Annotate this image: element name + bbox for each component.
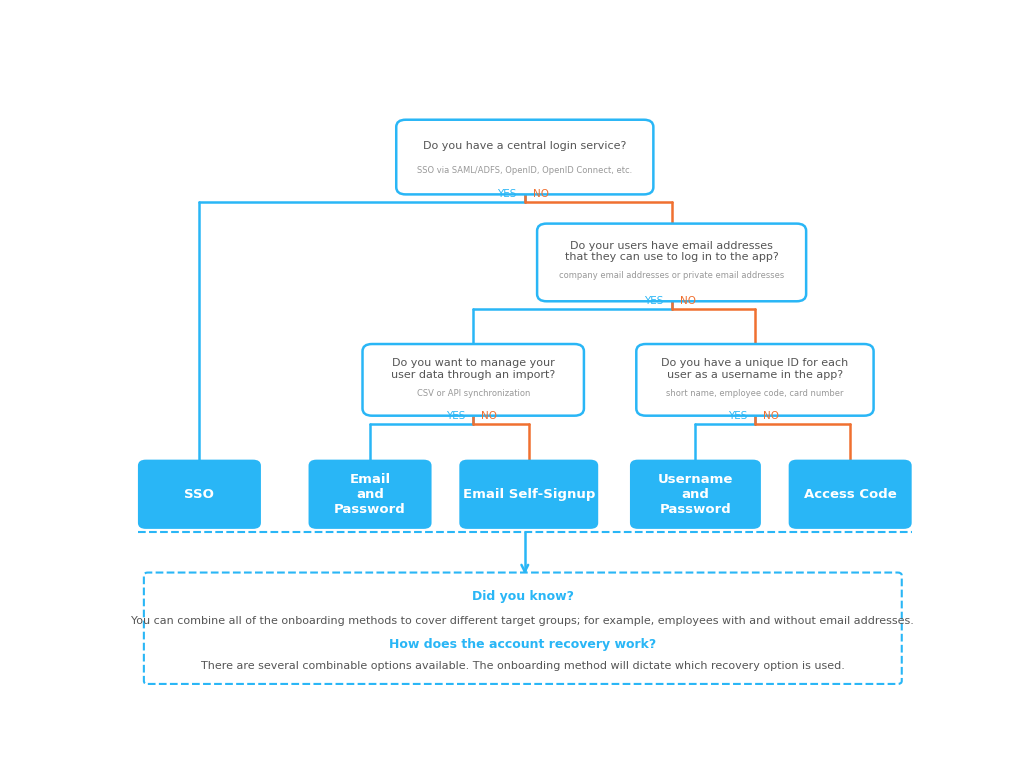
FancyBboxPatch shape (396, 120, 653, 195)
Text: YES: YES (728, 411, 748, 421)
Text: CSV or API synchronization: CSV or API synchronization (417, 389, 529, 397)
Text: NO: NO (763, 411, 779, 421)
FancyBboxPatch shape (143, 572, 902, 684)
FancyBboxPatch shape (308, 460, 431, 529)
Text: Username
and
Password: Username and Password (657, 473, 733, 516)
FancyBboxPatch shape (460, 460, 598, 529)
Text: Do you have a central login service?: Do you have a central login service? (423, 142, 627, 151)
Text: Do you have a unique ID for each
user as a username in the app?: Do you have a unique ID for each user as… (662, 358, 849, 380)
Text: NO: NO (680, 296, 695, 306)
FancyBboxPatch shape (630, 460, 761, 529)
Text: Email
and
Password: Email and Password (334, 473, 406, 516)
Text: YES: YES (644, 296, 664, 306)
FancyBboxPatch shape (636, 344, 873, 416)
Text: SSO via SAML/ADFS, OpenID, OpenID Connect, etc.: SSO via SAML/ADFS, OpenID, OpenID Connec… (417, 166, 633, 175)
Text: company email addresses or private email addresses: company email addresses or private email… (559, 271, 784, 280)
Text: Access Code: Access Code (804, 488, 897, 500)
FancyBboxPatch shape (538, 224, 806, 301)
Text: YES: YES (498, 189, 517, 199)
Text: Did you know?: Did you know? (472, 590, 573, 603)
Text: Do you want to manage your
user data through an import?: Do you want to manage your user data thr… (391, 358, 555, 380)
Text: YES: YES (445, 411, 465, 421)
FancyBboxPatch shape (788, 460, 911, 529)
Text: You can combine all of the onboarding methods to cover different target groups; : You can combine all of the onboarding me… (131, 615, 914, 626)
Text: Email Self-Signup: Email Self-Signup (463, 488, 595, 500)
FancyBboxPatch shape (362, 344, 584, 416)
Text: NO: NO (481, 411, 498, 421)
Text: NO: NO (532, 189, 549, 199)
Text: How does the account recovery work?: How does the account recovery work? (389, 638, 656, 651)
FancyBboxPatch shape (138, 460, 261, 529)
Text: short name, employee code, card number: short name, employee code, card number (667, 389, 844, 397)
Text: There are several combinable options available. The onboarding method will dicta: There are several combinable options ava… (201, 661, 845, 671)
Text: SSO: SSO (184, 488, 214, 500)
Text: Do your users have email addresses
that they can use to log in to the app?: Do your users have email addresses that … (565, 241, 778, 263)
